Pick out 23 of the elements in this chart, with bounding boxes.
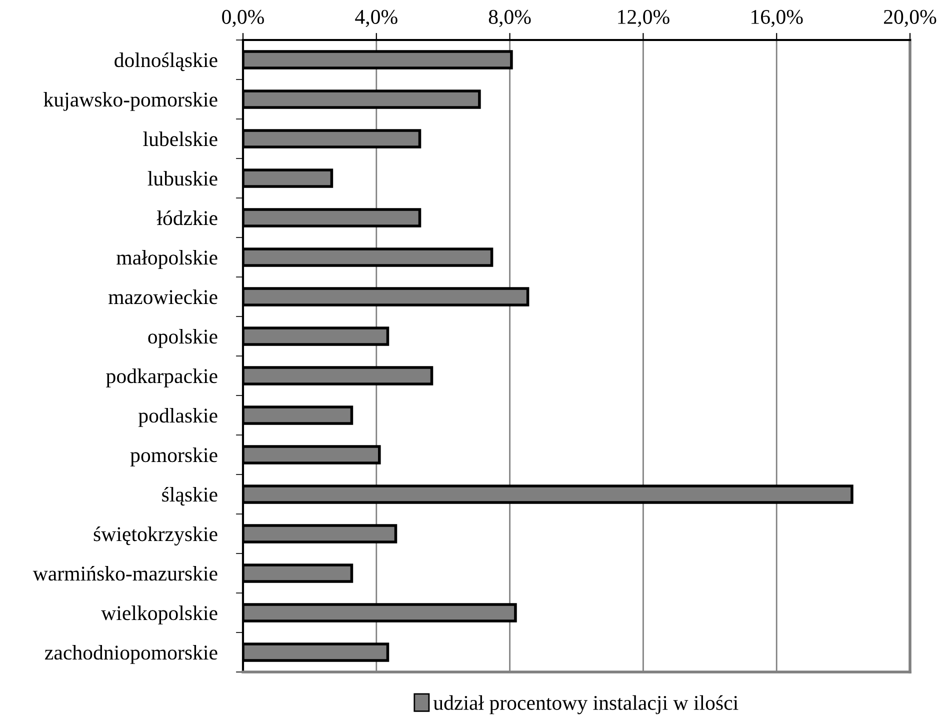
x-tick-label: 8,0%: [488, 10, 531, 27]
y-tick-label: podlaskie: [138, 408, 218, 427]
y-tick-label: warmińsko-mazurskie: [32, 566, 218, 581]
y-tick-label: dolnośląskie: [114, 52, 218, 72]
y-tick-label: wielkopolskie: [101, 606, 218, 624]
y-tick-label: łódzkie: [156, 210, 218, 226]
y-tick-label: świętokrzyskie: [94, 526, 218, 546]
x-tick-label: 0,0%: [222, 10, 264, 27]
legend-label: udział procentowy instalacji w ilości: [433, 695, 738, 714]
x-tick-label: 16,0%: [752, 10, 803, 27]
x-tick-label: 12,0%: [618, 10, 670, 27]
x-tick-label: 20,0%: [884, 10, 936, 27]
y-tick-label: pomorskie: [130, 448, 218, 466]
y-tick-label: mazowieckie: [108, 290, 218, 304]
y-tick-label: lubelskie: [143, 132, 218, 146]
y-tick-label: opolskie: [148, 329, 218, 348]
y-tick-label: zachodniopomorskie: [44, 645, 218, 664]
y-tick-label: śląskie: [162, 486, 218, 506]
y-tick-label: kujawsko-pomorskie: [44, 92, 218, 111]
y-tick-label: podkarpackie: [106, 368, 218, 388]
y-tick-label: małopolskie: [116, 250, 218, 269]
y-tick-label: lubuskie: [148, 171, 218, 186]
x-tick-label: 4,0%: [355, 10, 398, 27]
